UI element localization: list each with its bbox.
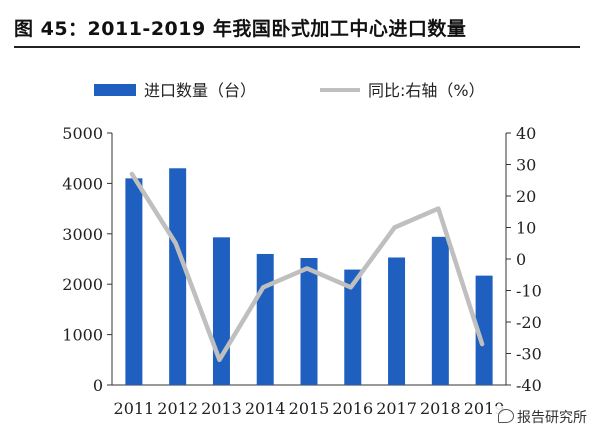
- y-right-tick-label: -20: [516, 313, 542, 332]
- bar-2014: [256, 253, 274, 385]
- x-tick-label-2019: 2019: [464, 399, 505, 418]
- legend-label-bar: 进口数量（台）: [144, 81, 256, 100]
- watermark: 报告研究所: [495, 406, 590, 428]
- bar-2017: [388, 257, 406, 385]
- bar-2012: [169, 168, 187, 385]
- y-right-tick-label: 20: [516, 187, 536, 206]
- y-right-tick-label: 10: [516, 219, 536, 238]
- x-tick-label-2013: 2013: [201, 399, 242, 418]
- y-right-tick-label: -10: [516, 282, 542, 301]
- legend-label-line: 同比:右轴（%）: [368, 81, 485, 100]
- bar-2015: [300, 257, 318, 385]
- bar-2019: [475, 275, 493, 385]
- bar-2013: [212, 237, 230, 385]
- y-left-tick-label: 3000: [62, 225, 103, 244]
- y-right-tick-label: 30: [516, 156, 536, 175]
- bar-2018: [431, 236, 449, 385]
- y-left-tick-label: 1000: [62, 326, 103, 345]
- x-tick-label-2018: 2018: [420, 399, 461, 418]
- bar-2016: [344, 269, 362, 385]
- x-tick-label-2014: 2014: [245, 399, 286, 418]
- y-right-tick-label: 40: [516, 124, 536, 143]
- bar-series: [125, 168, 493, 385]
- x-tick-label-2016: 2016: [332, 399, 373, 418]
- chat-bubble-icon: [498, 409, 514, 423]
- y-right-tick-label: -40: [516, 376, 542, 395]
- x-tick-label-2017: 2017: [376, 399, 417, 418]
- x-axis-ticks: 2011 2012 2013 2014 2015 2016 2017 2018 2019: [114, 399, 505, 418]
- x-tick-label-2012: 2012: [157, 399, 198, 418]
- x-tick-label-2011: 2011: [114, 399, 155, 418]
- x-tick-label-2015: 2015: [289, 399, 330, 418]
- y-left-tick-label: 0: [93, 376, 103, 395]
- y-left-tick-label: 2000: [62, 275, 103, 294]
- bar-2011: [125, 178, 143, 385]
- title-divider: [14, 46, 580, 48]
- legend: 进口数量（台） 同比:右轴（%）: [94, 81, 485, 100]
- legend-swatch-bar: [94, 84, 136, 96]
- y-left-tick-label: 5000: [62, 124, 103, 143]
- watermark-text: 报告研究所: [517, 410, 587, 426]
- figure-title: 图 45：2011-2019 年我国卧式加工中心进口数量: [14, 18, 467, 40]
- y-right-tick-label: 0: [516, 250, 526, 269]
- line-series: [129, 171, 485, 363]
- y-right-tick-label: -30: [516, 345, 542, 364]
- y-left-tick-label: 4000: [62, 174, 103, 193]
